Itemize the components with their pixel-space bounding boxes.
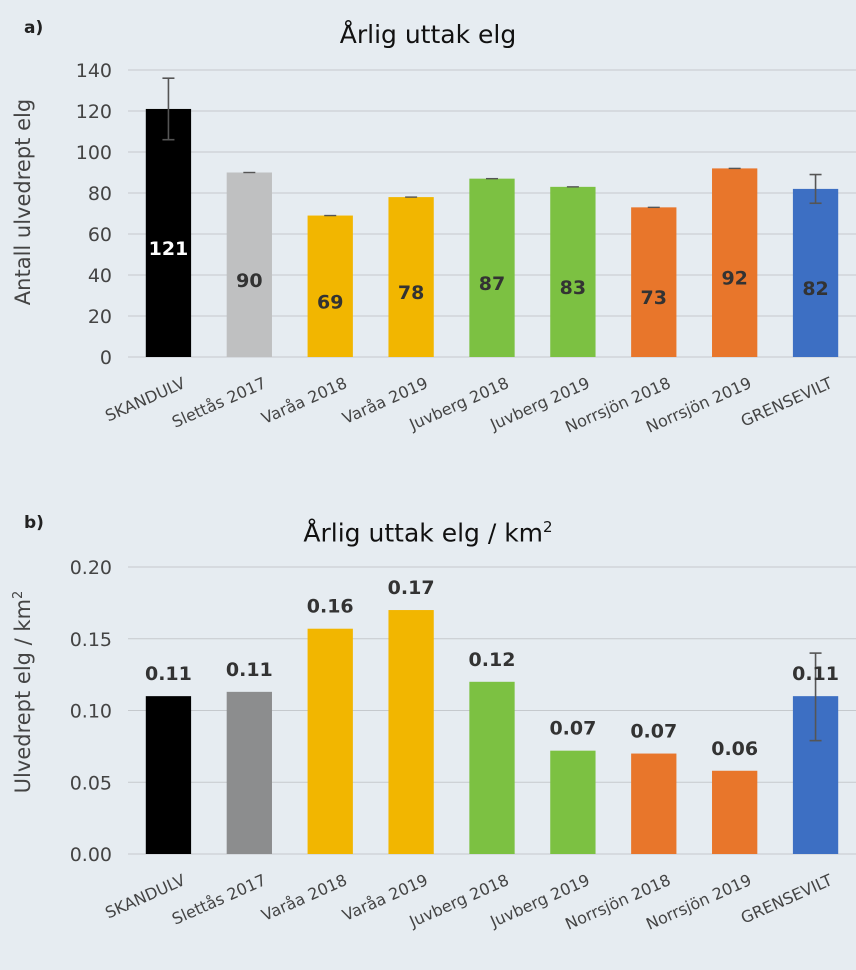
panel-label: b) [24,513,44,533]
data-label: 87 [479,273,505,295]
bar [631,753,677,854]
bar [792,188,839,357]
data-label: 92 [721,268,747,290]
chart-panel-b: b) Årlig uttak elg / km2 Ulvedrept elg /… [0,480,856,970]
bar [307,215,353,357]
chart-panel-a: a) Årlig uttak elg Antall ulvedrept elg … [0,0,856,480]
bar [550,750,596,854]
y-tick-label: 0.20 [70,557,112,579]
data-label: 0.11 [145,663,192,685]
x-tick-label: GRENSEVILT [738,373,835,430]
data-label: 0.12 [469,649,516,671]
data-label: 0.16 [307,596,354,618]
data-label: 82 [802,278,828,300]
chart-title: Årlig uttak elg / km2 [0,518,856,547]
chart-title-superscript: 2 [543,518,553,536]
data-label: 73 [641,287,667,309]
y-tick-label: 100 [76,142,112,164]
y-tick-label: 20 [88,306,112,328]
x-tick-label: Varåa 2018 [259,373,350,428]
chart-title-text: Årlig uttak elg [339,20,517,49]
data-label: 0.07 [630,721,677,743]
bar [469,681,515,854]
data-label: 0.06 [711,738,758,760]
x-tick-label: GRENSEVILT [738,870,835,927]
panel-label: a) [24,18,44,38]
bar [712,168,758,357]
data-label: 83 [560,277,586,299]
data-label: 0.11 [792,663,839,685]
data-label: 0.11 [226,659,273,681]
y-tick-label: 140 [76,60,112,82]
y-tick-label: 0.15 [70,629,112,651]
y-tick-label: 0.05 [70,772,112,794]
bar-chart-b: 0.000.050.100.150.200.11SKANDULV0.11Slet… [70,557,856,934]
y-tick-label: 60 [88,224,112,246]
data-label: 121 [149,238,189,260]
bar [307,628,353,854]
x-tick-label: Varåa 2018 [259,870,350,925]
bar [226,691,272,854]
chart-title: Årlig uttak elg [0,20,856,49]
data-label: 69 [317,291,343,313]
y-tick-label: 120 [76,101,112,123]
y-tick-label: 0.10 [70,701,112,723]
bar [388,197,434,357]
bar [712,770,758,854]
data-label: 90 [236,270,262,292]
data-label: 0.07 [549,718,596,740]
y-tick-label: 80 [88,183,112,205]
data-label: 0.17 [388,577,435,599]
bar [631,207,677,357]
bar [469,178,515,357]
bar [226,172,272,357]
data-label: 78 [398,282,424,304]
bar [145,108,192,357]
bar [550,186,596,357]
bar [145,696,192,854]
bar [388,610,434,854]
y-tick-label: 0.00 [70,844,112,866]
y-tick-label: 0 [100,347,112,369]
chart-title-text: Årlig uttak elg / km [303,518,544,548]
y-tick-label: 40 [88,265,112,287]
